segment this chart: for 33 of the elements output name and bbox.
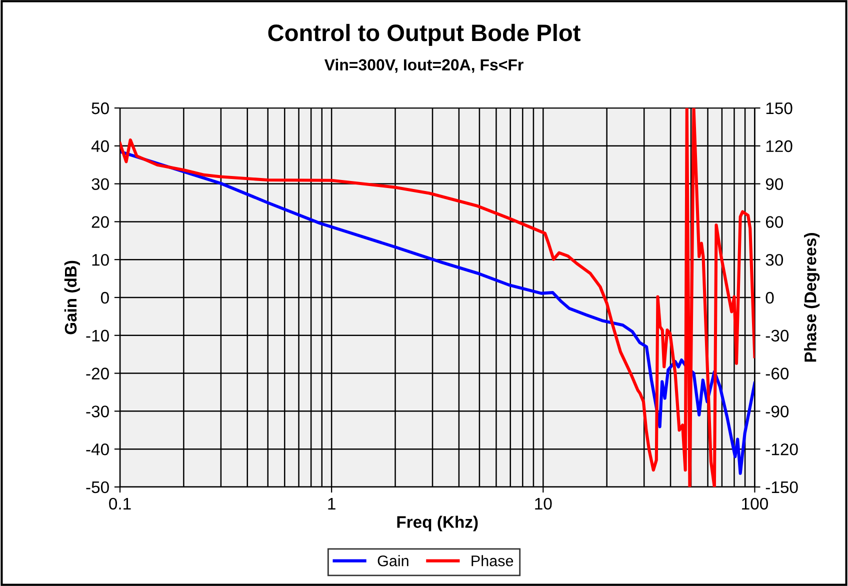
- y2-tick-label: -150: [766, 481, 798, 494]
- x-tick-label: 10: [535, 498, 552, 510]
- x-tick-label: 100: [742, 498, 768, 510]
- y2-tick-label: -120: [766, 443, 798, 456]
- x-tick-label: 0.1: [109, 498, 131, 510]
- y-tick-label: 30: [92, 178, 109, 190]
- y2-tick-label: 120: [766, 140, 792, 152]
- y-tick-label: -50: [86, 481, 109, 494]
- y2-tick-label: 30: [766, 254, 784, 266]
- y2-tick-label: -30: [766, 330, 789, 342]
- x-axis-title: Freq (Khz): [397, 516, 478, 532]
- y-tick-label: -40: [86, 443, 109, 456]
- y2-tick-label: -60: [766, 368, 789, 380]
- y2-tick-label: 150: [766, 102, 792, 114]
- y2-tick-label: 90: [766, 178, 784, 190]
- y-tick-label: -30: [86, 406, 109, 418]
- chart-title: Control to Output Bode Plot: [268, 24, 580, 46]
- y-tick-label: 10: [92, 254, 109, 266]
- chart-subtitle: Vin=300V, Iout=20A, Fs<Fr: [324, 58, 524, 73]
- x-tick-label: 1: [328, 498, 336, 510]
- y2-tick-label: 0: [766, 292, 774, 304]
- legend-label: Phase: [472, 555, 514, 566]
- y-tick-label: 0: [100, 292, 109, 304]
- y-tick-label: 50: [92, 102, 109, 114]
- legend-label: Gain: [378, 555, 408, 566]
- y-tick-label: -10: [86, 330, 109, 342]
- y-axis-title: Gain (dB): [64, 260, 80, 334]
- y-tick-label: -20: [86, 368, 109, 380]
- y-tick-label: 40: [91, 140, 109, 152]
- y-tick-label: 20: [92, 216, 109, 228]
- y2-tick-label: 60: [766, 216, 784, 228]
- y2-axis-title: Phase (Degrees): [804, 233, 820, 362]
- y2-tick-label: -90: [766, 406, 789, 418]
